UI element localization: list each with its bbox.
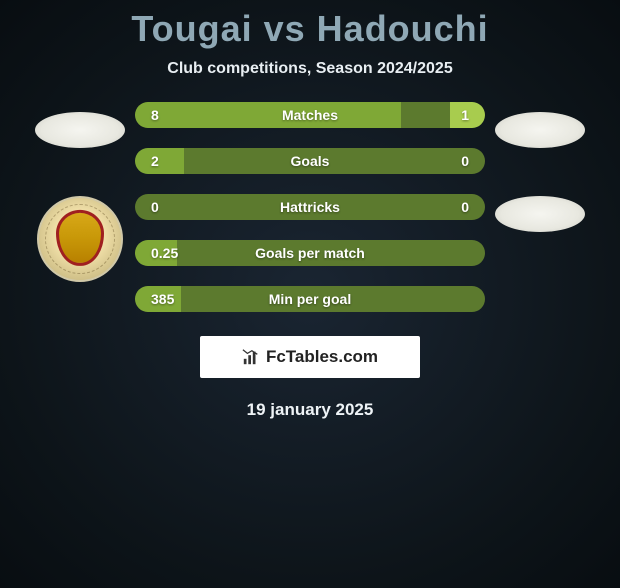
stat-value-right: 1 xyxy=(425,107,485,123)
stat-value-right: 0 xyxy=(425,153,485,169)
stat-value-left: 385 xyxy=(135,291,195,307)
stat-value-left: 0 xyxy=(135,199,195,215)
stat-row: 2Goals0 xyxy=(135,148,485,174)
right-jersey-icon xyxy=(495,112,585,148)
stat-label: Goals per match xyxy=(195,245,425,261)
stat-value-left: 2 xyxy=(135,153,195,169)
stat-label: Min per goal xyxy=(195,291,425,307)
left-player-column xyxy=(25,102,135,312)
comparison-panel: 8Matches12Goals00Hattricks00.25Goals per… xyxy=(0,102,620,312)
stat-row: 0.25Goals per match xyxy=(135,240,485,266)
stat-value-left: 8 xyxy=(135,107,195,123)
stat-row: 8Matches1 xyxy=(135,102,485,128)
bar-chart-icon xyxy=(242,348,260,366)
stat-row: 385Min per goal xyxy=(135,286,485,312)
left-jersey-icon xyxy=(35,112,125,148)
right-player-column xyxy=(485,102,595,312)
date-line: 19 january 2025 xyxy=(0,400,620,420)
stat-value-left: 0.25 xyxy=(135,245,195,261)
page-subtitle: Club competitions, Season 2024/2025 xyxy=(0,60,620,78)
stat-row: 0Hattricks0 xyxy=(135,194,485,220)
stats-column: 8Matches12Goals00Hattricks00.25Goals per… xyxy=(135,102,485,312)
stat-label: Hattricks xyxy=(195,199,425,215)
stat-value-right: 0 xyxy=(425,199,485,215)
brand-text: FcTables.com xyxy=(266,347,378,367)
stat-label: Matches xyxy=(195,107,425,123)
page-title: Tougai vs Hadouchi xyxy=(0,8,620,50)
right-club-badge-icon xyxy=(495,196,585,232)
brand-badge: FcTables.com xyxy=(200,336,420,378)
stat-label: Goals xyxy=(195,153,425,169)
left-club-badge-icon xyxy=(37,196,123,282)
